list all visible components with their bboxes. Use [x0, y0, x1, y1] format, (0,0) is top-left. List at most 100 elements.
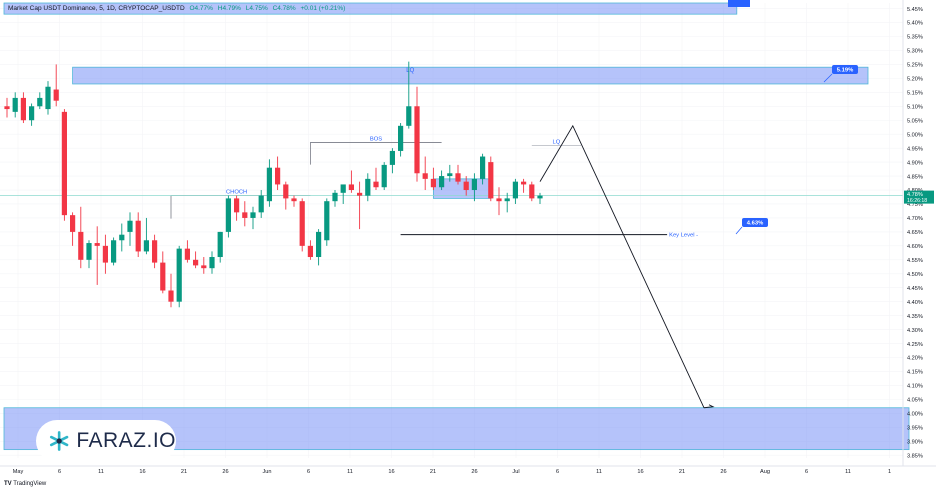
price-tags-layer: 5.19% 4.63% 4.78%16:26:18	[728, 0, 934, 235]
price-tag-lower-pointer	[735, 226, 743, 235]
candle-body	[176, 248, 182, 302]
candles-layer[interactable]	[4, 61, 543, 308]
candle	[299, 198, 305, 252]
candle	[258, 190, 264, 218]
candle	[406, 61, 412, 129]
candle-body	[463, 181, 469, 191]
y-tick-label: 4.55%	[907, 258, 923, 264]
candle	[529, 181, 535, 202]
candle	[111, 237, 117, 266]
x-axis[interactable]: May 6 11 16 21 26 Jun 6 11 16 21 26 Jul 6 11 16 21 26 Aug 6…	[0, 465, 936, 475]
candle-body	[250, 212, 256, 218]
candle-body	[529, 184, 535, 199]
candle-body	[275, 167, 281, 185]
candle	[496, 187, 502, 216]
x-tick-label: 21	[679, 469, 685, 475]
candle-body	[119, 234, 125, 241]
candle-body	[373, 181, 379, 188]
candle	[340, 184, 346, 204]
candle	[348, 170, 354, 193]
y-tick-label: 5.00%	[907, 132, 923, 138]
candle	[283, 181, 289, 210]
watermark-text: FARAZ.IO	[76, 429, 176, 452]
y-tick-label: 5.05%	[907, 118, 923, 124]
x-tick-label: 21	[181, 469, 187, 475]
candle	[94, 226, 100, 285]
y-tick-label: 4.35%	[907, 314, 923, 320]
projection-arrowhead	[703, 404, 715, 409]
price-tag-lower-bg	[742, 218, 768, 227]
candle-body	[455, 173, 461, 182]
candle-body	[447, 173, 453, 177]
y-axis[interactable]: 5.45% 5.40% 5.35% 5.30% 5.25% 5.20% 5.15% 5.10%…	[902, 0, 923, 466]
candle	[512, 178, 518, 204]
x-tick-label: 6	[556, 469, 559, 475]
candle	[250, 206, 256, 230]
candle-body	[389, 150, 395, 165]
candle	[217, 231, 223, 263]
candle	[488, 156, 494, 202]
candle	[291, 195, 297, 207]
candle	[316, 229, 322, 266]
price-tag-upper: 5.19%	[837, 68, 853, 74]
candle	[480, 153, 486, 185]
candle	[53, 64, 59, 107]
candle	[78, 206, 84, 269]
chart-header: Market Cap USDT Dominance, 5, 1D, CRYPTO…	[8, 5, 345, 12]
candle	[439, 170, 445, 191]
candle-body	[168, 290, 174, 302]
y-tick-label: 3.95%	[907, 425, 923, 431]
y-tick-label: 4.45%	[907, 286, 923, 292]
candle	[45, 81, 51, 115]
countdown-label: 16:26:18	[907, 198, 927, 204]
x-tick-label: 11	[596, 469, 602, 475]
candle	[504, 192, 510, 213]
candle	[373, 167, 379, 191]
candle	[29, 103, 35, 126]
x-tick-label: Jun	[262, 469, 271, 475]
candle	[447, 164, 453, 182]
y-tick-label: 4.65%	[907, 230, 923, 236]
candle-body	[78, 231, 84, 260]
candle-body	[291, 198, 297, 202]
candle	[430, 167, 436, 191]
candle-body	[316, 231, 322, 258]
y-tick-label: 4.30%	[907, 328, 923, 334]
tradingview-label: TradingView	[13, 481, 47, 487]
y-tick-label: 4.20%	[907, 356, 923, 362]
candle-body	[537, 195, 543, 199]
y-tick-label: 4.15%	[907, 370, 923, 376]
candle	[135, 212, 141, 258]
candle	[365, 173, 371, 202]
candle-body	[439, 176, 445, 188]
x-tick-label: 26	[222, 469, 228, 475]
price-tag-lower: 4.63%	[747, 221, 763, 227]
candle	[234, 195, 240, 221]
candle-body	[299, 201, 305, 246]
candle-body	[480, 156, 486, 179]
y-tick-label: 4.60%	[907, 244, 923, 250]
tradingview-brand[interactable]: TV TradingView	[4, 481, 46, 487]
candle	[70, 212, 76, 246]
open-value: O4.77%	[189, 5, 213, 12]
candle-body	[414, 106, 420, 174]
candle-body	[53, 89, 59, 101]
grid	[0, 3, 903, 458]
candle-body	[37, 97, 43, 107]
y-tick-label: 4.50%	[907, 272, 923, 278]
candle-body	[45, 86, 51, 110]
candle-body	[307, 245, 313, 258]
tradingview-icon: TV	[4, 481, 12, 487]
candle	[521, 178, 527, 193]
candle	[201, 257, 207, 274]
candle-body	[193, 259, 199, 266]
x-tick-label: 1	[888, 469, 891, 475]
y-tick-label: 4.85%	[907, 174, 923, 180]
candle-body	[127, 220, 133, 232]
candle	[455, 164, 461, 185]
candle-body	[94, 243, 100, 246]
symbol-title[interactable]: Market Cap USDT Dominance, 5, 1D, CRYPTO…	[8, 5, 185, 12]
candle-body	[217, 231, 223, 258]
levels-layer: CHOCH BOS LQ Key Level -	[0, 137, 903, 239]
